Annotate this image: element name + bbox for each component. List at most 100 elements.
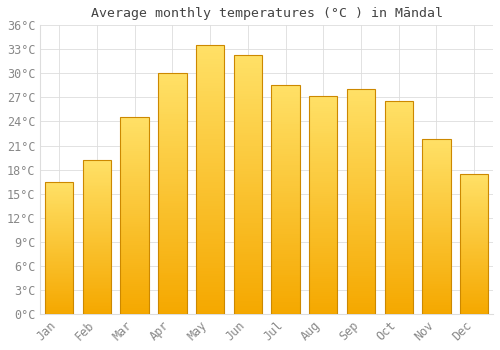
Bar bbox=[460, 297, 488, 299]
Bar bbox=[309, 116, 338, 118]
Bar bbox=[120, 306, 149, 308]
Bar bbox=[384, 163, 413, 165]
Bar bbox=[234, 161, 262, 164]
Bar bbox=[45, 260, 74, 261]
Bar bbox=[422, 221, 450, 223]
Bar bbox=[422, 200, 450, 202]
Bar bbox=[347, 294, 375, 296]
Bar bbox=[45, 287, 74, 289]
Bar bbox=[120, 204, 149, 206]
Bar bbox=[196, 212, 224, 215]
Bar bbox=[347, 202, 375, 204]
Bar bbox=[83, 257, 111, 258]
Bar bbox=[196, 236, 224, 239]
Bar bbox=[422, 253, 450, 254]
Bar bbox=[347, 233, 375, 235]
Bar bbox=[83, 241, 111, 243]
Bar bbox=[460, 307, 488, 308]
Bar bbox=[120, 196, 149, 198]
Bar bbox=[309, 179, 338, 181]
Bar bbox=[196, 147, 224, 150]
Bar bbox=[422, 183, 450, 184]
Bar bbox=[460, 287, 488, 289]
Bar bbox=[460, 228, 488, 230]
Bar bbox=[384, 248, 413, 250]
Bar bbox=[347, 258, 375, 260]
Bar bbox=[234, 246, 262, 249]
Bar bbox=[83, 214, 111, 215]
Bar bbox=[347, 215, 375, 217]
Bar bbox=[422, 291, 450, 293]
Bar bbox=[83, 297, 111, 299]
Bar bbox=[422, 239, 450, 240]
Bar bbox=[347, 136, 375, 139]
Bar bbox=[83, 311, 111, 312]
Bar bbox=[234, 57, 262, 60]
Bar bbox=[272, 131, 299, 133]
Bar bbox=[120, 310, 149, 312]
Bar bbox=[272, 172, 299, 175]
Bar bbox=[422, 272, 450, 274]
Bar bbox=[272, 282, 299, 284]
Bar bbox=[120, 296, 149, 298]
Bar bbox=[234, 179, 262, 182]
Bar bbox=[460, 246, 488, 248]
Bar bbox=[347, 105, 375, 107]
Bar bbox=[45, 298, 74, 299]
Bar bbox=[120, 247, 149, 249]
Bar bbox=[158, 148, 186, 150]
Bar bbox=[460, 213, 488, 214]
Bar bbox=[196, 220, 224, 223]
Bar bbox=[83, 271, 111, 272]
Bar bbox=[45, 207, 74, 208]
Bar bbox=[83, 169, 111, 171]
Bar bbox=[272, 140, 299, 142]
Bar bbox=[384, 127, 413, 129]
Bar bbox=[196, 158, 224, 161]
Bar bbox=[309, 170, 338, 172]
Bar bbox=[120, 212, 149, 214]
Bar bbox=[83, 189, 111, 191]
Bar bbox=[309, 207, 338, 209]
Bar bbox=[45, 204, 74, 205]
Bar bbox=[272, 232, 299, 234]
Bar bbox=[422, 244, 450, 246]
Bar bbox=[422, 281, 450, 282]
Bar bbox=[158, 105, 186, 107]
Bar bbox=[309, 227, 338, 229]
Bar bbox=[309, 279, 338, 281]
Bar bbox=[45, 220, 74, 221]
Bar bbox=[45, 297, 74, 298]
Bar bbox=[83, 172, 111, 174]
Bar bbox=[158, 246, 186, 249]
Bar bbox=[158, 203, 186, 206]
Bar bbox=[384, 246, 413, 248]
Bar bbox=[45, 182, 74, 314]
Bar bbox=[384, 280, 413, 282]
Bar bbox=[309, 122, 338, 124]
Bar bbox=[196, 241, 224, 244]
Bar bbox=[158, 230, 186, 232]
Bar bbox=[234, 81, 262, 83]
Bar bbox=[347, 139, 375, 141]
Bar bbox=[158, 292, 186, 295]
Bar bbox=[460, 209, 488, 210]
Bar bbox=[83, 171, 111, 172]
Bar bbox=[45, 238, 74, 240]
Bar bbox=[309, 284, 338, 286]
Bar bbox=[422, 209, 450, 211]
Bar bbox=[158, 102, 186, 105]
Bar bbox=[158, 177, 186, 179]
Bar bbox=[120, 233, 149, 235]
Bar bbox=[422, 153, 450, 155]
Bar bbox=[120, 133, 149, 135]
Bar bbox=[384, 180, 413, 182]
Bar bbox=[234, 68, 262, 70]
Bar bbox=[120, 294, 149, 296]
Bar bbox=[120, 241, 149, 243]
Bar bbox=[158, 110, 186, 112]
Bar bbox=[234, 241, 262, 244]
Bar bbox=[83, 191, 111, 192]
Bar bbox=[460, 296, 488, 297]
Bar bbox=[120, 129, 149, 131]
